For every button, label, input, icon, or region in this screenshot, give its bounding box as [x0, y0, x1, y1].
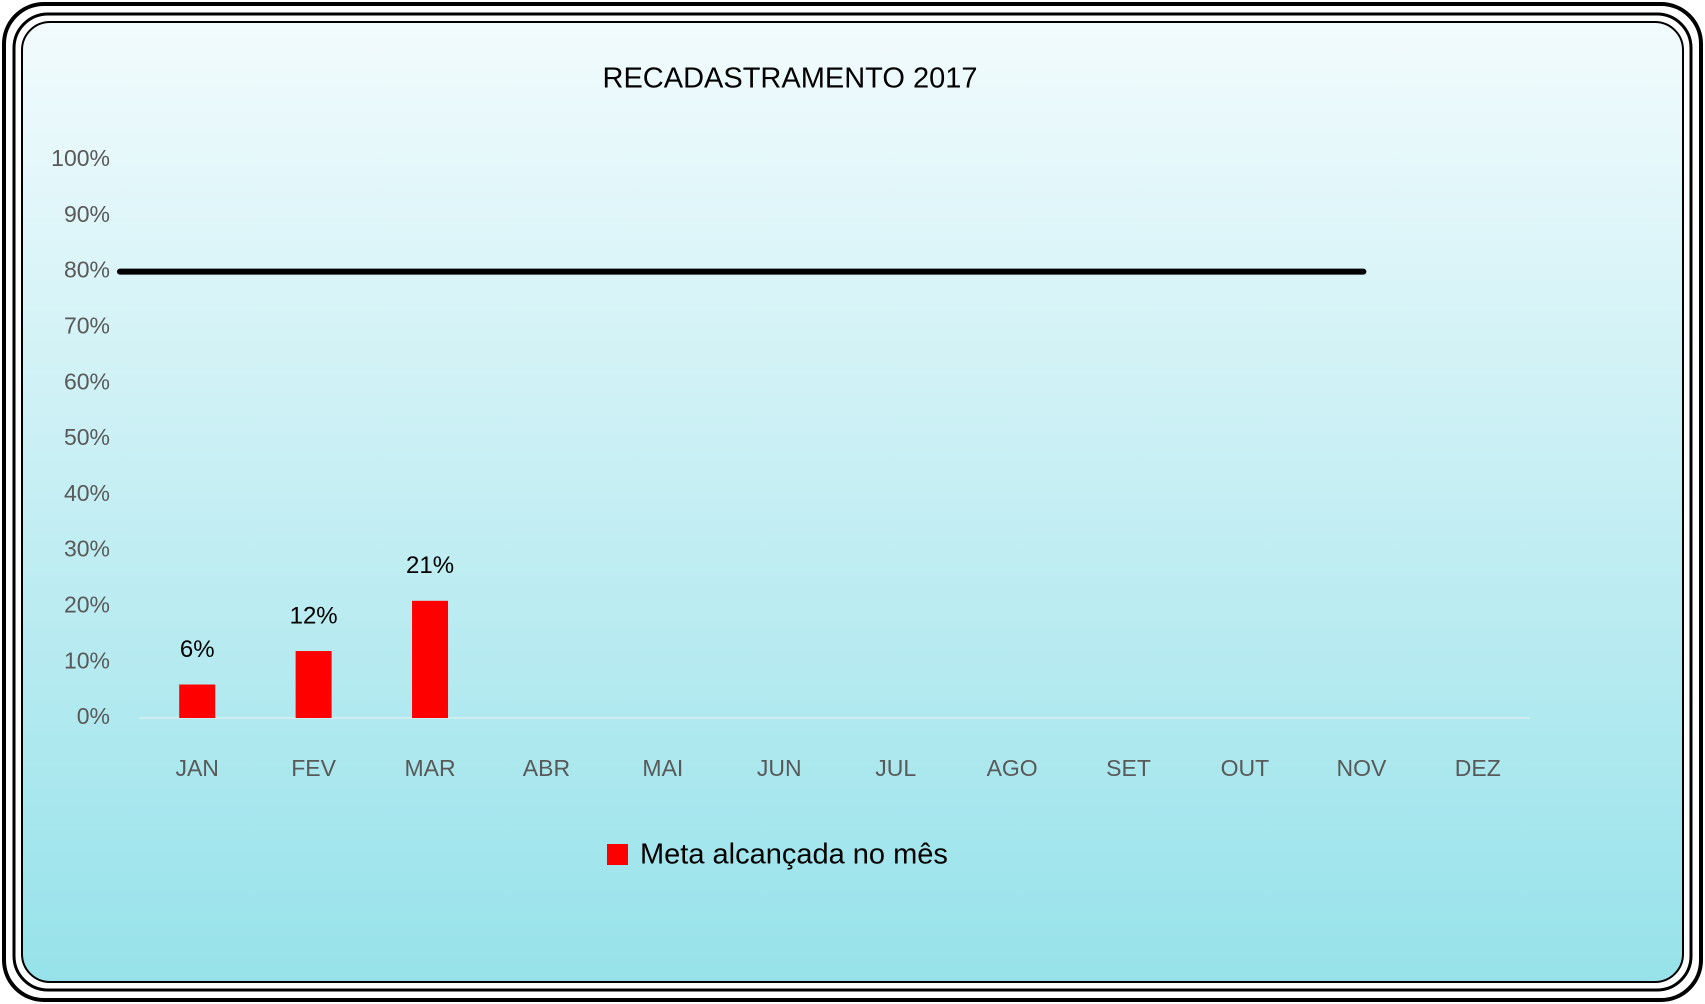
legend-swatch	[607, 844, 628, 865]
bar	[179, 684, 216, 718]
y-tick-label: 80%	[64, 257, 110, 283]
x-tick-label: FEV	[291, 755, 336, 781]
y-tick-label: 50%	[64, 424, 110, 450]
plot-background	[21, 21, 1684, 983]
x-tick-label: MAI	[642, 755, 683, 781]
x-tick-label: JUL	[875, 755, 916, 781]
data-label: 6%	[180, 636, 215, 663]
x-tick-label: JUN	[757, 755, 802, 781]
y-tick-label: 60%	[64, 368, 110, 394]
x-tick-label: ABR	[523, 755, 570, 781]
middle-frame	[12, 12, 1693, 992]
x-tick-label: JAN	[175, 755, 218, 781]
y-tick-label: 30%	[64, 536, 110, 562]
x-tick-label: DEZ	[1455, 755, 1501, 781]
bar	[295, 651, 332, 718]
bar	[412, 600, 449, 718]
x-tick-label: SET	[1106, 755, 1151, 781]
y-tick-label: 40%	[64, 480, 110, 506]
y-tick-label: 0%	[77, 703, 110, 729]
data-label: 12%	[290, 602, 338, 629]
x-tick-label: NOV	[1336, 755, 1387, 781]
x-tick-label: MAR	[404, 755, 455, 781]
y-tick-label: 90%	[64, 201, 110, 227]
y-tick-label: 100%	[51, 145, 110, 171]
y-tick-label: 20%	[64, 591, 110, 617]
x-tick-label: AGO	[987, 755, 1038, 781]
x-tick-label: OUT	[1221, 755, 1270, 781]
y-tick-label: 10%	[64, 647, 110, 673]
data-label: 21%	[406, 552, 454, 579]
legend-label: Meta alcançada no mês	[640, 839, 948, 871]
chart-title: RECADASTRAMENTO 2017	[603, 63, 978, 95]
y-tick-label: 70%	[64, 312, 110, 338]
